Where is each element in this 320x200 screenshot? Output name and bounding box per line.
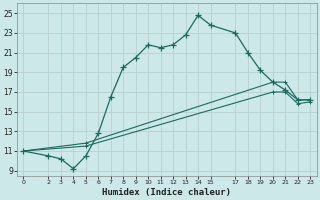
- X-axis label: Humidex (Indice chaleur): Humidex (Indice chaleur): [102, 188, 231, 197]
